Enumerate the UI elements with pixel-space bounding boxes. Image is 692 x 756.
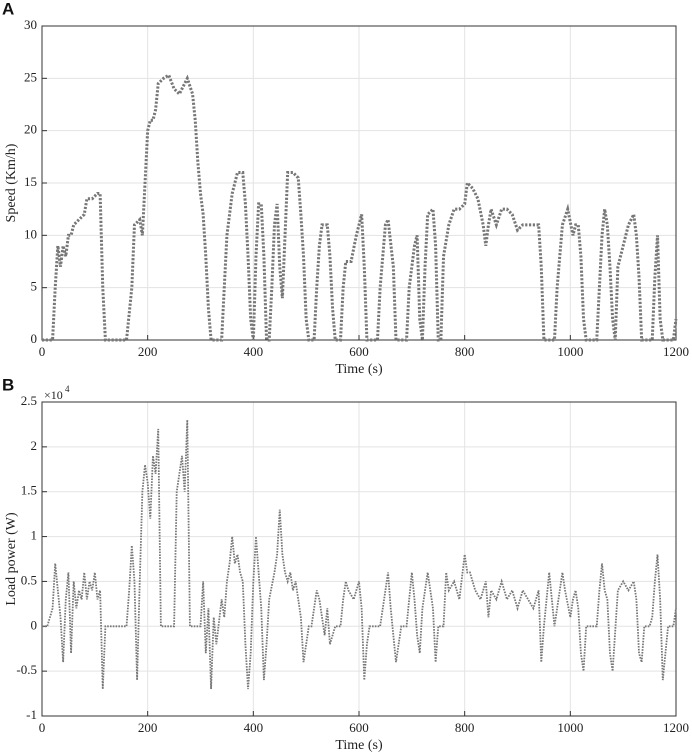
y-axis-label: Load power (W) xyxy=(4,512,19,606)
x-axis-label: Time (s) xyxy=(335,362,383,377)
data-line xyxy=(42,72,678,342)
x-tick-label: 1200 xyxy=(663,720,689,735)
panel-label: B xyxy=(2,375,14,394)
x-tick-label: 800 xyxy=(455,344,475,359)
y-multiplier-exponent: 4 xyxy=(65,384,70,394)
y-tick-label: 20 xyxy=(24,122,37,137)
y-tick-label: 25 xyxy=(24,69,37,84)
plot-frame xyxy=(41,401,677,717)
x-tick-label: 200 xyxy=(138,720,158,735)
y-tick-label: 30 xyxy=(24,17,37,32)
y-tick-label: 1 xyxy=(31,528,38,543)
x-tick-label: 1200 xyxy=(663,344,689,359)
y-tick-label: 1.5 xyxy=(21,483,37,498)
x-tick-label: 1000 xyxy=(557,720,583,735)
y-tick-label: 0 xyxy=(31,617,38,632)
y-tick-label: 15 xyxy=(24,174,37,189)
y-tick-label: 2 xyxy=(31,438,38,453)
x-tick-label: 600 xyxy=(349,720,369,735)
y-tick-label: 0 xyxy=(31,331,38,346)
x-tick-label: 400 xyxy=(244,344,264,359)
y-tick-label: -1 xyxy=(26,707,37,722)
data-line xyxy=(42,419,677,690)
y-tick-label: 10 xyxy=(24,226,37,241)
plot-frame xyxy=(41,25,677,341)
panel: 0 200 400 600 800 1000 1200 -1 -0.5 0 0.5 1 1.5 2 2.5 T… xyxy=(2,375,689,753)
y-tick-label: 0.5 xyxy=(21,572,37,587)
x-axis-label: Time (s) xyxy=(335,738,383,753)
y-tick-label: -0.5 xyxy=(16,662,37,677)
y-axis-label: Speed (Km/h) xyxy=(4,143,19,222)
x-tick-label: 600 xyxy=(349,344,369,359)
y-tick-label: 5 xyxy=(31,279,38,294)
x-tick-label: 0 xyxy=(39,720,46,735)
y-tick-label: 2.5 xyxy=(21,393,37,408)
x-tick-label: 800 xyxy=(455,720,475,735)
panel-label: A xyxy=(2,0,14,18)
panel: 0 200 400 600 800 1000 1200 0 5 10 15 20 25 30 Time (s… xyxy=(2,0,689,377)
x-tick-label: 400 xyxy=(244,720,264,735)
x-tick-label: 0 xyxy=(39,344,46,359)
x-tick-label: 200 xyxy=(138,344,158,359)
x-tick-label: 1000 xyxy=(557,344,583,359)
y-multiplier: ×10 xyxy=(44,388,63,402)
